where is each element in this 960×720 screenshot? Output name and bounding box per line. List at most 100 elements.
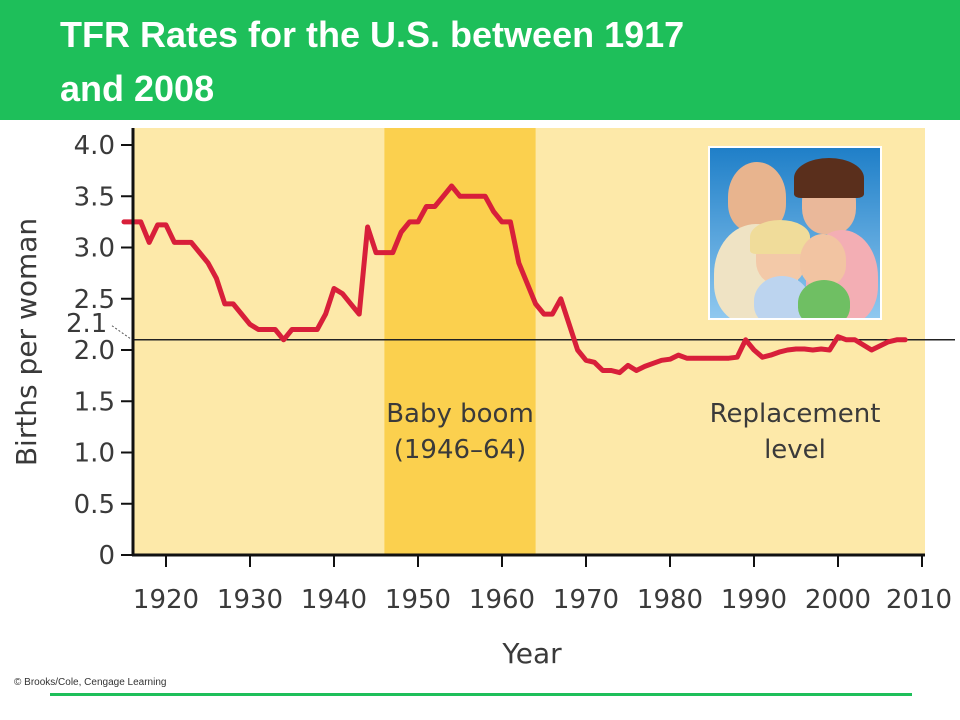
- x-tick-label: 1960: [469, 585, 535, 615]
- data-point-1927: [222, 301, 227, 307]
- family-photo-icon: [708, 146, 882, 320]
- data-point-1954: [449, 183, 454, 189]
- data-point-1955: [457, 194, 463, 199]
- data-point-1966: [550, 311, 555, 317]
- data-point-1943: [357, 311, 362, 317]
- data-point-1968: [567, 322, 572, 327]
- x-tick-label: 1980: [637, 585, 703, 615]
- data-point-1973: [609, 368, 614, 373]
- data-point-1922: [180, 240, 185, 245]
- replacement-level-text-line-1: Replacement: [710, 399, 881, 429]
- data-point-1960: [499, 219, 505, 225]
- data-point-1949: [407, 219, 412, 225]
- data-point-1947: [390, 250, 395, 255]
- slide-title: TFR Rates for the U.S. between 1917 and …: [60, 8, 920, 116]
- data-point-1994: [785, 347, 790, 353]
- data-point-1937: [306, 327, 311, 332]
- girl-hair: [750, 220, 810, 254]
- replacement-level-text-line-2: level: [764, 435, 826, 465]
- baby-figure: [800, 234, 846, 286]
- title-bar: TFR Rates for the U.S. between 1917 and …: [0, 0, 960, 120]
- data-point-1965: [541, 311, 547, 317]
- data-point-1946: [382, 250, 387, 255]
- data-point-1934: [281, 337, 286, 342]
- data-point-1932: [264, 327, 269, 332]
- data-point-1958: [483, 194, 488, 199]
- data-point-1951: [424, 204, 429, 209]
- data-point-1950: [415, 219, 421, 225]
- data-point-2008: [903, 337, 908, 342]
- data-point-1988: [735, 354, 740, 360]
- data-point-1979: [659, 358, 664, 363]
- data-point-1961: [508, 219, 513, 225]
- data-point-1944: [365, 224, 370, 230]
- data-point-1995: [793, 346, 799, 352]
- x-tick-label: 1950: [385, 585, 451, 615]
- replacement-level-pointer: [111, 325, 133, 341]
- y-tick-label: 3.5: [74, 182, 115, 212]
- data-point-2007: [894, 337, 899, 342]
- data-point-1989: [743, 337, 748, 342]
- data-point-1940: [331, 286, 337, 291]
- data-point-1978: [651, 361, 656, 366]
- y-axis-label: Births per woman: [10, 218, 43, 466]
- slide-title-line-2: and 2008: [60, 68, 215, 109]
- data-point-1923: [189, 240, 194, 245]
- y-tick-label: 1.0: [74, 439, 115, 469]
- mother-hair: [794, 158, 864, 198]
- data-point-1974: [617, 370, 622, 375]
- data-point-1924: [197, 250, 202, 255]
- data-point-1986: [718, 356, 723, 361]
- data-point-1992: [768, 352, 773, 358]
- data-point-2002: [852, 337, 857, 342]
- x-axis-ticks: 1920 1930 1940 1950 1960 1970 1980 1990 2000 2010: [133, 555, 952, 615]
- data-point-1925: [205, 260, 211, 266]
- x-axis-label: Year: [501, 637, 562, 670]
- data-point-1993: [777, 349, 782, 355]
- data-point-1938: [315, 327, 320, 332]
- data-point-2003: [861, 342, 866, 348]
- x-tick-label: 2010: [886, 585, 952, 615]
- y-tick-label: 0.5: [74, 490, 115, 520]
- data-point-1928: [231, 301, 236, 307]
- data-point-1969: [575, 347, 580, 353]
- x-tick-label: 1970: [553, 585, 619, 615]
- replacement-level-value-label: 2.1: [66, 309, 107, 339]
- data-point-1957: [474, 194, 479, 199]
- data-point-1972: [600, 368, 605, 373]
- data-point-1930: [247, 322, 253, 327]
- data-point-1941: [340, 291, 345, 296]
- data-point-1964: [533, 301, 538, 307]
- data-point-1919: [155, 222, 160, 228]
- data-point-1945: [373, 250, 379, 255]
- data-point-1920: [163, 222, 169, 228]
- data-point-1996: [802, 346, 807, 352]
- data-point-1917: [138, 219, 143, 225]
- data-point-1935: [289, 327, 295, 332]
- data-point-1921: [172, 240, 177, 245]
- slide-title-line-1: TFR Rates for the U.S. between 1917: [60, 14, 685, 55]
- data-point-1976: [634, 368, 639, 373]
- data-point-1987: [726, 356, 731, 361]
- data-point-1939: [323, 311, 328, 317]
- x-tick-label: 2000: [805, 585, 871, 615]
- data-point-1929: [239, 311, 244, 317]
- baby-boom-label-line-2: (1946–64): [394, 435, 527, 465]
- data-point-1942: [348, 301, 353, 307]
- data-points: [121, 183, 908, 375]
- data-point-1918: [147, 240, 152, 245]
- x-tick-label: 1920: [133, 585, 199, 615]
- x-tick-label: 1940: [301, 585, 367, 615]
- data-point-1985: [709, 356, 715, 361]
- data-point-1977: [642, 364, 647, 369]
- baby-boom-label-line-1: Baby boom: [386, 399, 534, 429]
- data-point-2006: [886, 339, 891, 344]
- data-point-1963: [525, 281, 530, 286]
- data-point-1971: [592, 360, 597, 365]
- y-tick-label: 2.5: [74, 285, 115, 315]
- data-point-2000: [835, 334, 841, 339]
- y-tick-label: 4.0: [74, 131, 115, 161]
- data-point-1990: [751, 347, 757, 353]
- y-axis-ticks: 0 0.5 1.0 1.5 2.0 2.5 3.0 3.5 4.0: [74, 131, 133, 571]
